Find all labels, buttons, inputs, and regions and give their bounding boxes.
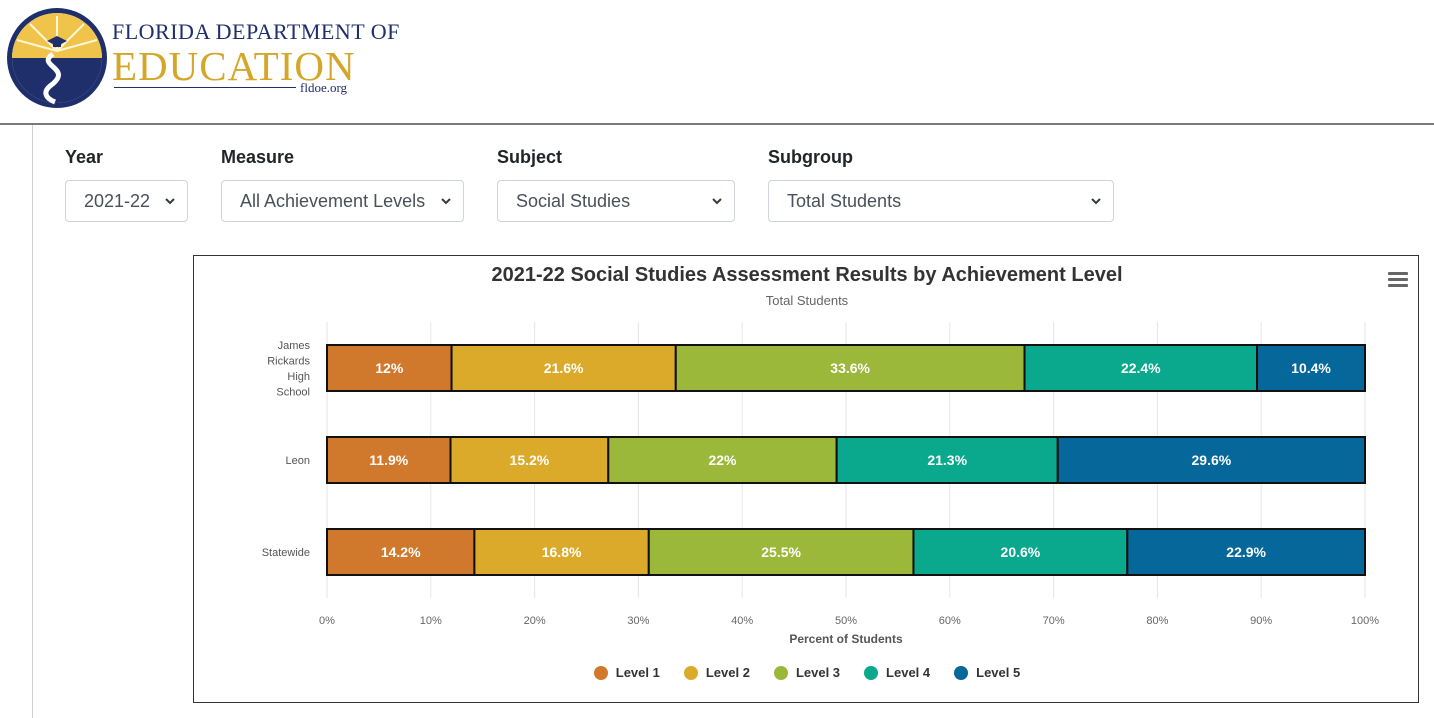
x-tick-label: 10% — [420, 615, 442, 627]
bar-segment — [912, 528, 1129, 576]
bar-segment — [1256, 344, 1366, 392]
chart-container: 2021-22 Social Studies Assessment Result… — [193, 255, 1419, 703]
x-tick-label: 50% — [835, 615, 857, 627]
legend-item[interactable]: Level 5 — [954, 665, 1020, 680]
hamburger-menu-icon[interactable] — [1388, 272, 1408, 288]
subject-label: Subject — [497, 147, 563, 167]
legend-label: Level 5 — [976, 665, 1021, 680]
legend-item[interactable]: Level 1 — [593, 665, 660, 680]
data-label: 22.4% — [1121, 360, 1161, 376]
site-header: FLORIDA DEPARTMENT OF EDUCATION fldoe.or… — [0, 0, 1434, 124]
bar-segment — [607, 436, 838, 484]
data-label: 22% — [708, 452, 737, 468]
data-label: 14.2% — [381, 544, 421, 560]
subgroup-select-value: Total Students — [787, 190, 902, 211]
legend-label: Level 3 — [795, 665, 841, 680]
x-tick-label: 20% — [524, 615, 546, 627]
data-label: 10.4% — [1291, 360, 1331, 376]
legend-marker — [954, 665, 969, 680]
category-label: James Rickards High School — [267, 340, 310, 399]
measure-filter: Measure All Achievement Levels — [221, 146, 464, 222]
data-label: 12% — [375, 360, 404, 376]
legend-item[interactable]: Level 4 — [864, 665, 930, 680]
measure-label: Measure — [221, 147, 295, 167]
subject-select[interactable]: Social Studies — [497, 180, 735, 222]
chevron-down-icon — [165, 198, 175, 205]
legend-marker — [593, 665, 608, 680]
data-label: 16.8% — [542, 544, 582, 560]
legend-marker — [773, 665, 788, 680]
logo-website: fldoe.org — [300, 80, 348, 95]
bar-segment — [1023, 344, 1259, 392]
data-label: 21.6% — [544, 360, 584, 376]
subgroup-label: Subgroup — [768, 147, 853, 167]
x-tick-label: 30% — [627, 615, 649, 627]
logo-title-line1: FLORIDA DEPARTMENT OF — [112, 19, 400, 44]
year-select-value: 2021-22 — [84, 190, 151, 211]
logo-title-line2: EDUCATION — [112, 43, 356, 89]
chart-title: 2021-22 Social Studies Assessment Result… — [491, 264, 1123, 286]
data-label: 25.5% — [761, 544, 801, 560]
bar-segment — [449, 436, 610, 484]
subject-filter: Subject Social Studies — [497, 146, 735, 222]
data-label: 20.6% — [1001, 544, 1041, 560]
bar-segment — [1126, 528, 1366, 576]
x-axis-label: Percent of Students — [789, 632, 903, 646]
legend-marker — [864, 665, 879, 680]
x-tick-label: 90% — [1250, 615, 1272, 627]
subject-select-value: Social Studies — [516, 190, 631, 211]
data-label: 21.3% — [927, 452, 967, 468]
logo-underline — [114, 87, 296, 88]
legend-marker — [683, 665, 698, 680]
data-label: 29.6% — [1192, 452, 1232, 468]
legend-item[interactable]: Level 2 — [683, 665, 750, 680]
legend-label: Level 4 — [886, 665, 931, 680]
bar-segment — [1056, 436, 1366, 484]
category-label: Statewide — [262, 547, 310, 559]
measure-select-value: All Achievement Levels — [240, 190, 426, 211]
x-tick-label: 80% — [1146, 615, 1168, 627]
bar-segment — [326, 528, 476, 576]
chart-subtitle: Total Students — [765, 293, 849, 308]
header-divider — [0, 123, 1434, 125]
category-label: Leon — [286, 455, 310, 467]
fldoe-logo[interactable] — [5, 6, 109, 110]
legend-item[interactable]: Level 3 — [773, 665, 841, 680]
data-label: 33.6% — [830, 360, 870, 376]
legend-label: Level 2 — [705, 665, 750, 680]
measure-select[interactable]: All Achievement Levels — [221, 180, 464, 222]
x-tick-label: 40% — [731, 615, 753, 627]
sidebar-divider — [32, 125, 33, 718]
chart-legend: Level 1 Level 2 Level 3 Level 4 Level 5 — [194, 665, 1420, 680]
chevron-down-icon — [441, 198, 451, 205]
year-filter: Year 2021-22 — [65, 146, 188, 222]
chart-plot: 0% 10% 20% 30% 40% 50% 60% 70% 80% 90% 100% Percent… — [262, 322, 1379, 646]
x-tick-label: 60% — [939, 615, 961, 627]
bar-segment — [473, 528, 650, 576]
x-tick-label: 70% — [1043, 615, 1065, 627]
x-tick-label: 100% — [1351, 615, 1379, 627]
bar-segment — [647, 528, 915, 576]
subgroup-select[interactable]: Total Students — [768, 180, 1114, 222]
data-label: 11.9% — [369, 452, 408, 468]
data-label: 15.2% — [510, 452, 550, 468]
year-label: Year — [65, 147, 104, 167]
chevron-down-icon — [1091, 198, 1101, 205]
subgroup-filter: Subgroup Total Students — [768, 146, 1114, 222]
data-label: 22.9% — [1226, 544, 1266, 560]
x-tick-label: 0% — [319, 615, 335, 627]
bar-segment — [674, 344, 1026, 392]
year-select[interactable]: 2021-22 — [65, 180, 188, 222]
chevron-down-icon — [712, 198, 722, 205]
bar-segment — [835, 436, 1059, 484]
legend-label: Level 1 — [615, 665, 660, 680]
bar-segment — [450, 344, 677, 392]
